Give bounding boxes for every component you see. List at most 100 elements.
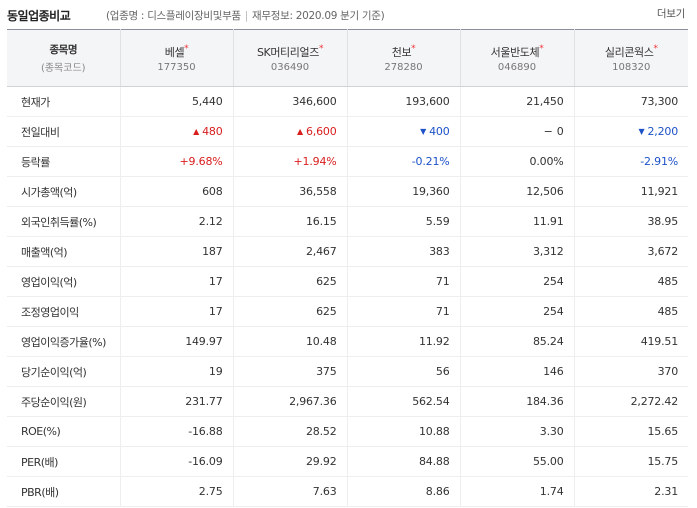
table-cell: 2.75 [119,476,233,507]
cell-value: -2.91% [640,155,678,168]
table-cell: ▲ 480 [119,116,233,147]
more-link[interactable]: 더보기 [656,8,685,20]
cell-value: 11.91 [533,215,564,228]
table-cell: +9.68% [119,146,233,177]
table-cell: 38.95 [573,206,688,237]
company-header[interactable]: SK머티리얼즈* 036490 [232,29,347,87]
row-label: 영업이익증가율(%) [7,326,120,357]
finance-basis-label: 재무정보: 2020.09 분기 기준) [252,10,385,22]
cell-value: 15.65 [647,425,679,438]
table-cell: 19,360 [346,176,460,207]
up-arrow-icon: ▲ [297,127,303,136]
row-label: 영업이익(억) [7,266,120,297]
cell-value: 625 [316,305,337,318]
cell-value: 562.54 [412,395,450,408]
cell-value: 56 [435,365,450,378]
cell-value: 84.88 [419,455,450,468]
table-cell: 0.00% [459,146,574,177]
table-cell: 3,672 [573,236,688,267]
table-row: ROE(%) -16.88 28.52 10.88 3.30 15.65 [7,416,688,447]
cell-value: 2,272.42 [630,395,679,408]
table-row: PBR(배) 2.75 7.63 8.86 1.74 2.31 [7,476,688,507]
cell-value: 2.75 [198,485,223,498]
table-cell: 187 [119,236,233,267]
company-name[interactable]: 서울반도체 [490,45,540,59]
table-cell: 485 [573,266,688,297]
cell-value: 7.63 [312,485,337,498]
table-cell: 56 [346,356,460,387]
cell-value: 231.77 [185,395,223,408]
company-header[interactable]: 베셀* 177350 [119,29,233,87]
table-cell: 3,312 [459,236,574,267]
table-cell: 146 [459,356,574,387]
table-cell: -0.21% [346,146,460,177]
cell-value: 254 [543,305,564,318]
cell-value: 19,360 [412,185,450,198]
table-row: 현재가 5,440 346,600 193,600 21,450 73,300 [7,86,688,117]
row-label: ROE(%) [7,416,120,447]
cell-value: 187 [202,245,223,258]
cell-value: 17 [208,305,223,318]
cell-value: -16.09 [188,455,223,468]
cell-value: 370 [657,365,679,378]
cell-value: 15.75 [647,455,679,468]
industry-label: (업종명 : 디스플레이장비및부품 [106,10,241,22]
cell-value: 254 [543,275,564,288]
cell-value: 3,312 [533,245,564,258]
cell-value: 608 [202,185,223,198]
company-header[interactable]: 실리콘웍스* 108320 [573,29,688,87]
cell-value: 36,558 [299,185,337,198]
table-cell: 17 [119,266,233,297]
row-label: 조정영업이익 [7,296,120,327]
table-cell: 84.88 [346,446,460,477]
table-cell: 625 [232,266,347,297]
company-code: 036490 [270,61,310,73]
cell-value: 38.95 [647,215,679,228]
table-row: PER(배) -16.09 29.92 84.88 55.00 15.75 [7,446,688,477]
table-row: 영업이익증가율(%) 149.97 10.48 11.92 85.24 419.51 [7,326,688,357]
company-name[interactable]: 천보 [391,45,412,59]
section-title: 동일업종비교 [7,9,71,23]
company-code: 046890 [497,61,537,73]
table-cell: 15.75 [573,446,688,477]
cell-value: 10.48 [306,335,337,348]
company-name[interactable]: 베셀 [164,45,185,59]
cell-value: -0.21% [411,155,450,168]
table-cell: 2.12 [119,206,233,237]
peer-comparison-table: 종목명 (종목코드) 베셀* 177350 SK머티리얼즈* 036490 천보… [7,29,688,507]
table-cell: -2.91% [573,146,688,177]
section-header: 동일업종비교 (업종명 : 디스플레이장비및부품 | 재무정보: 2020.09 분… [0,0,697,28]
cell-value: 2.12 [198,215,223,228]
table-cell: 28.52 [232,416,347,447]
table-cell: 11.92 [346,326,460,357]
stock-code-header: (종목코드) [40,63,86,74]
table-cell: 346,600 [232,86,347,117]
cell-value: 10.88 [419,425,450,438]
table-row: 전일대비 ▲ 480 ▲ 6,600 ▼ 400−0 ▼ 2,200 [7,116,688,147]
table-cell: 608 [119,176,233,207]
table-cell: 5,440 [119,86,233,117]
table-cell: 10.48 [232,326,347,357]
table-header-row: 종목명 (종목코드) 베셀* 177350 SK머티리얼즈* 036490 천보… [7,29,688,87]
table-cell: 29.92 [232,446,347,477]
table-cell: 2.31 [573,476,688,507]
cell-value: 17 [208,275,223,288]
company-name[interactable]: 실리콘웍스 [604,45,654,59]
row-label: 시가총액(억) [7,176,120,207]
cell-value: 8.86 [425,485,450,498]
cell-value: 485 [657,275,679,288]
table-cell: 193,600 [346,86,460,117]
company-name[interactable]: SK머티리얼즈 [256,45,319,59]
table-cell: 16.15 [232,206,347,237]
cell-value: 193,600 [405,95,450,108]
table-cell: −0 [459,116,574,147]
company-header[interactable]: 천보* 278280 [346,29,460,87]
table-cell: 10.88 [346,416,460,447]
up-arrow-icon: ▲ [193,127,200,136]
table-cell: ▼ 400 [346,116,460,147]
table-row: 외국인취득률(%) 2.12 16.15 5.59 11.91 38.95 [7,206,688,237]
table-cell: 17 [119,296,233,327]
row-label: 주당순이익(원) [7,386,120,417]
table-cell: 7.63 [232,476,347,507]
company-header[interactable]: 서울반도체* 046890 [459,29,574,87]
